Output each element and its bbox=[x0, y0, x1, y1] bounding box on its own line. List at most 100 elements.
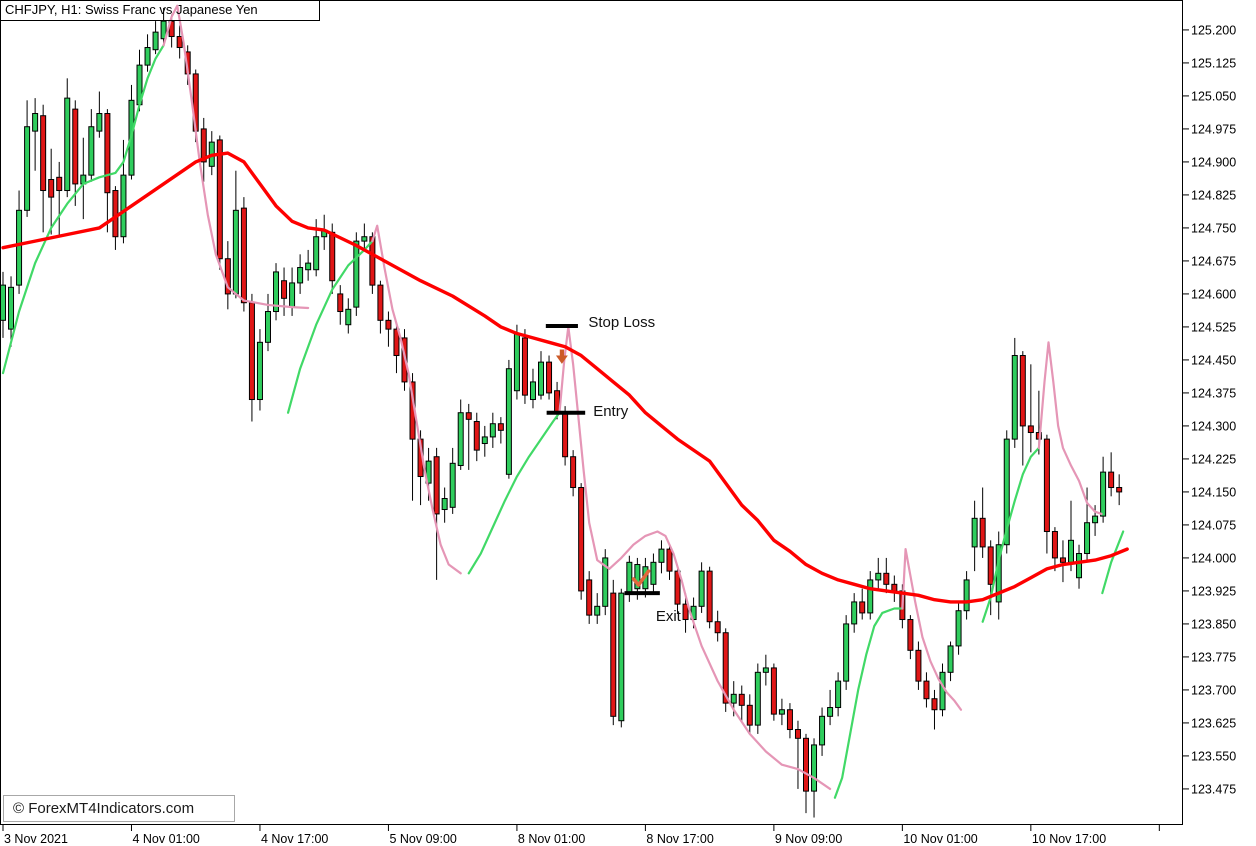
bear-candle-body bbox=[891, 583, 898, 592]
bull-candle-body bbox=[505, 368, 512, 475]
bull-candle-body bbox=[626, 561, 633, 594]
plot-border bbox=[0, 0, 1183, 825]
bull-candle-body bbox=[1076, 553, 1083, 579]
price-tick-label: 124.975 bbox=[1191, 122, 1236, 136]
bull-candle-body bbox=[650, 561, 657, 585]
price-tick-label: 123.775 bbox=[1191, 650, 1236, 664]
bear-candle-body bbox=[473, 421, 480, 451]
bear-candle-body bbox=[610, 592, 617, 717]
bear-candle-body bbox=[794, 729, 801, 739]
bull-candle-body bbox=[602, 557, 609, 607]
exit-label: Exit bbox=[656, 608, 682, 625]
bear-candle-body bbox=[987, 546, 994, 585]
bear-candle-body bbox=[1019, 355, 1026, 427]
bull-candle-body bbox=[1003, 438, 1010, 546]
fast-trend-segment-up bbox=[467, 411, 561, 575]
bull-candle-body bbox=[152, 31, 159, 51]
bear-candle-body bbox=[48, 179, 55, 198]
bear-candle-body bbox=[1059, 557, 1066, 563]
bear-candle-body bbox=[497, 423, 504, 431]
price-tick-label: 125.050 bbox=[1191, 89, 1236, 103]
bear-candle-body bbox=[176, 36, 183, 49]
bull-candle-body bbox=[489, 423, 496, 438]
price-tick-label: 124.750 bbox=[1191, 221, 1236, 235]
bear-candle-body bbox=[200, 128, 207, 163]
price-tick-label: 123.850 bbox=[1191, 617, 1236, 631]
bear-candle-body bbox=[56, 176, 63, 192]
stop-loss-label: Stop Loss bbox=[588, 314, 655, 331]
bull-candle-body bbox=[96, 113, 103, 132]
bear-candle-body bbox=[216, 139, 223, 260]
bull-candle-body bbox=[1067, 539, 1074, 563]
bull-candle-body bbox=[867, 579, 874, 614]
bear-candle-body bbox=[40, 115, 47, 192]
fast-trend-segment-down bbox=[558, 325, 832, 791]
price-tick-label: 123.475 bbox=[1191, 782, 1236, 796]
bull-candle-body bbox=[955, 610, 962, 647]
bull-candle-body bbox=[1011, 355, 1018, 440]
bear-candle-body bbox=[979, 517, 986, 548]
price-tick-label: 124.300 bbox=[1191, 419, 1236, 433]
bull-candle-body bbox=[971, 517, 978, 548]
bull-candle-body bbox=[144, 47, 151, 66]
fast-trend-segment-down bbox=[1037, 341, 1103, 516]
bear-candle-body bbox=[112, 190, 119, 238]
bear-candle-body bbox=[329, 231, 336, 282]
bear-candle-body bbox=[104, 113, 111, 194]
bear-candle-body bbox=[738, 693, 745, 706]
price-tick-label: 123.700 bbox=[1191, 683, 1236, 697]
bull-candle-body bbox=[658, 548, 665, 563]
bear-candle-body bbox=[393, 328, 400, 357]
bear-candle-body bbox=[578, 487, 585, 592]
bull-candle-body bbox=[289, 282, 296, 308]
bear-candle-body bbox=[433, 456, 440, 515]
chart-symbol-label: CHFJPY, H1: Swiss Franc vs Japanese Yen bbox=[0, 0, 320, 21]
bull-candle-body bbox=[963, 579, 970, 612]
time-axis[interactable]: 3 Nov 2021 4 Nov 01:00 4 Nov 17:00 5 Nov 09… bbox=[2, 825, 1160, 846]
price-tick-label: 123.550 bbox=[1191, 749, 1236, 763]
price-tick-label: 124.600 bbox=[1191, 287, 1236, 301]
bear-candle-body bbox=[706, 570, 713, 623]
bull-candle-body bbox=[835, 680, 842, 709]
bear-candle-body bbox=[1043, 438, 1050, 533]
price-tick-label: 124.000 bbox=[1191, 551, 1236, 565]
bull-candle-body bbox=[843, 623, 850, 682]
price-tick-label: 124.675 bbox=[1191, 254, 1236, 268]
bear-candle-body bbox=[915, 649, 922, 682]
bull-candle-body bbox=[529, 381, 536, 401]
time-tick-label: 4 Nov 17:00 bbox=[261, 832, 328, 846]
price-axis[interactable]: 125.200 125.125 125.050 124.975 124.900 124.8… bbox=[1183, 23, 1236, 796]
fast-trend-segment-up bbox=[1, 44, 165, 375]
bear-candle-body bbox=[786, 709, 793, 731]
slow-ma-path bbox=[1, 151, 1129, 604]
bear-candle-body bbox=[722, 632, 729, 704]
bull-candle-body bbox=[1084, 522, 1091, 555]
bear-candle-body bbox=[385, 319, 392, 330]
bear-candle-body bbox=[369, 236, 376, 286]
bull-candle-body bbox=[8, 286, 15, 330]
bull-candle-body bbox=[256, 341, 263, 401]
bull-candle-body bbox=[264, 311, 271, 343]
bear-candle-body bbox=[281, 280, 288, 299]
bear-candle-body bbox=[562, 412, 569, 458]
bull-candle-body bbox=[1092, 515, 1099, 524]
bear-candle-body bbox=[1108, 471, 1115, 489]
bull-candle-body bbox=[851, 601, 858, 625]
bear-candle-body bbox=[746, 704, 753, 726]
bull-candle-body bbox=[947, 645, 954, 673]
fast-trend-segment-down bbox=[162, 4, 310, 310]
bull-candle-body bbox=[819, 715, 826, 746]
time-tick-label: 4 Nov 01:00 bbox=[132, 832, 199, 846]
price-tick-label: 124.375 bbox=[1191, 386, 1236, 400]
price-tick-label: 124.150 bbox=[1191, 485, 1236, 499]
fast-trend-segment-up bbox=[1101, 530, 1125, 595]
price-tick-label: 123.925 bbox=[1191, 584, 1236, 598]
bear-candle-body bbox=[586, 579, 593, 616]
bull-candle-body bbox=[457, 412, 464, 467]
bull-candle-body bbox=[24, 126, 31, 211]
time-tick-label: 10 Nov 17:00 bbox=[1032, 832, 1106, 846]
fast-trend-segment-up bbox=[981, 446, 1040, 623]
bull-candle-body bbox=[297, 267, 304, 284]
trade-annotations: Stop Loss Entry Exit bbox=[545, 314, 682, 625]
